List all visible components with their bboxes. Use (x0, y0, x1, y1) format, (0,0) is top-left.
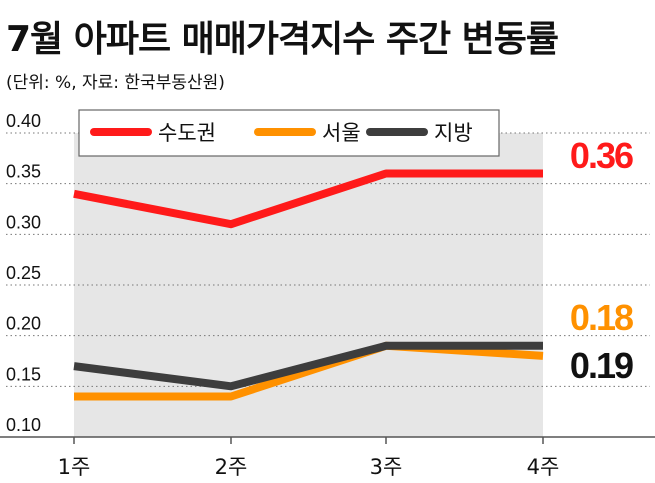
y-tick-label: 0.20 (6, 314, 41, 334)
y-tick-label: 0.30 (6, 212, 41, 232)
legend-label: 지방 (434, 121, 473, 145)
series-line-서울 (74, 341, 544, 401)
x-tick-label: 2주 (215, 455, 248, 479)
legend-label: 수도권 (158, 121, 216, 145)
x-tick-label: 3주 (370, 455, 403, 479)
x-tick-label: 4주 (527, 455, 560, 479)
x-tick-label: 1주 (58, 455, 91, 479)
y-tick-label: 0.35 (6, 162, 41, 182)
chart-title: 7월 아파트 매매가격지수 주간 변동률 (6, 19, 559, 60)
y-tick-label: 0.25 (6, 263, 41, 283)
series-line-지방 (73, 341, 543, 391)
y-tick-label: 0.10 (6, 415, 41, 435)
y-tick-label: 0.40 (6, 111, 41, 131)
end-value-label: 0.19 (570, 345, 633, 386)
end-value-label: 0.18 (570, 297, 633, 338)
end-value-label: 0.36 (570, 135, 633, 176)
series-line-수도권 (73, 169, 543, 229)
y-tick-label: 0.15 (6, 364, 41, 384)
chart-subtitle: (단위: %, 자료: 한국부동산원) (6, 73, 225, 93)
legend-label: 서울 (322, 121, 361, 145)
